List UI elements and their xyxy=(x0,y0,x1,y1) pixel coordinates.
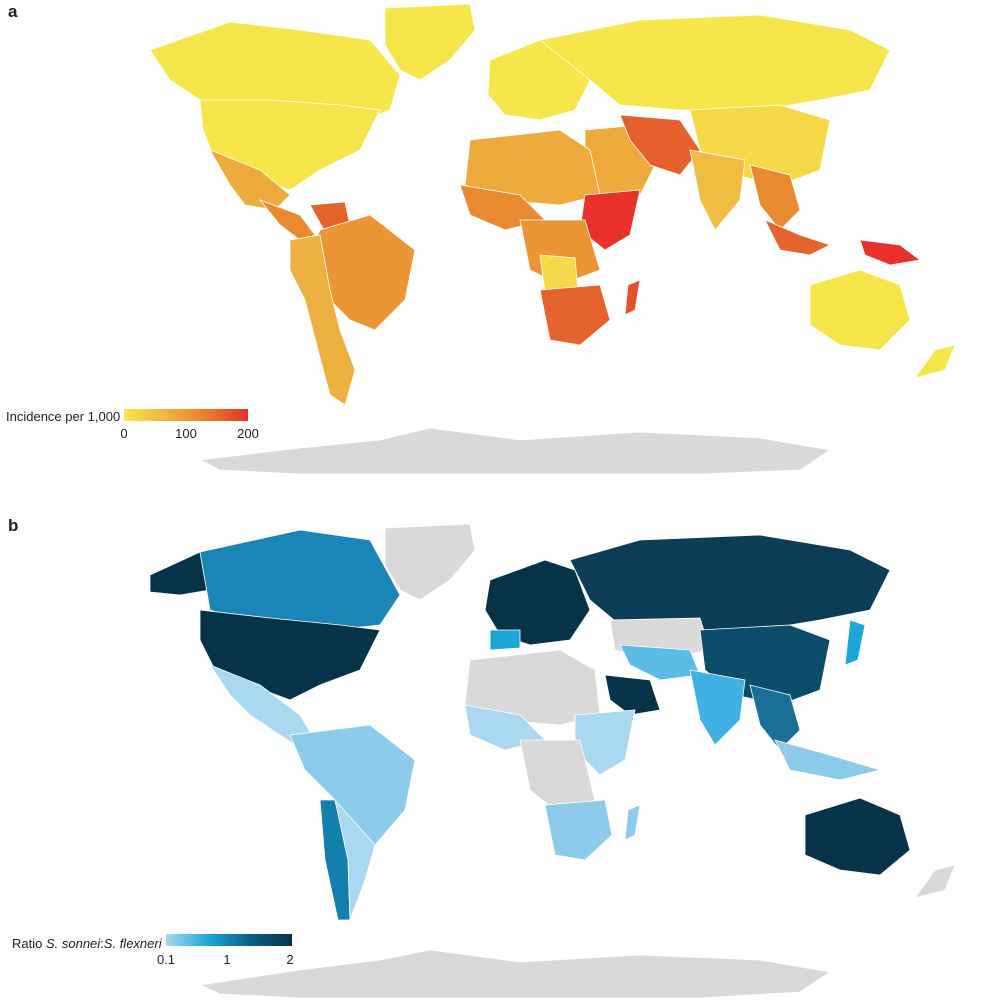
region-southern-africa xyxy=(544,799,613,861)
ratio-tick-2: 2 xyxy=(286,952,294,967)
incidence-tick-200: 200 xyxy=(237,426,259,441)
region-australia xyxy=(804,797,911,876)
region-saudi-arabia xyxy=(604,674,661,716)
ratio-legend-prefix: Ratio xyxy=(12,936,46,951)
panel-label-b: b xyxy=(8,516,19,535)
ratio-legend-species2: S. flexneri xyxy=(103,936,162,951)
region-central-america xyxy=(258,199,316,241)
region-madagascar xyxy=(624,804,641,841)
region-argentina xyxy=(334,798,376,921)
incidence-color-scale xyxy=(124,409,248,421)
region-antarctica xyxy=(198,949,832,999)
incidence-tick-100: 100 xyxy=(175,426,197,441)
ratio-tick-1: 1 xyxy=(223,952,231,967)
region-greenland xyxy=(384,3,476,81)
region-indonesia xyxy=(764,219,832,256)
panel-b-ratio-map: b xyxy=(0,500,990,1000)
region-australia xyxy=(809,269,911,351)
region-south-america-west xyxy=(289,234,356,406)
ratio-color-scale xyxy=(166,934,292,946)
region-southeast-asia xyxy=(749,164,801,231)
region-southern-africa xyxy=(539,284,611,346)
region-angola xyxy=(539,254,579,293)
region-central-africa xyxy=(519,219,601,286)
region-japan xyxy=(844,619,866,666)
region-southeast-asia xyxy=(749,684,801,751)
region-papua-new-guinea xyxy=(859,239,921,266)
ratio-legend-species1: S. sonnei xyxy=(45,936,101,951)
region-india xyxy=(689,669,746,746)
region-spain xyxy=(489,629,521,651)
region-antarctica xyxy=(198,427,832,475)
region-india xyxy=(689,149,746,231)
ratio-world-map xyxy=(149,523,956,999)
incidence-tick-0: 0 xyxy=(120,426,128,441)
incidence-world-map xyxy=(149,3,956,475)
ratio-legend-sep: : xyxy=(100,936,104,951)
region-europe xyxy=(484,559,591,646)
panel-label-a: a xyxy=(8,2,18,21)
region-iran-pakistan xyxy=(619,644,701,681)
ratio-legend-title: Ratio S. sonnei:S. flexneri xyxy=(12,936,162,951)
region-russia xyxy=(539,14,891,111)
region-russia xyxy=(569,534,891,631)
region-alaska xyxy=(149,551,211,596)
incidence-legend: Incidence per 1,000 0 100 200 xyxy=(0,406,300,446)
region-new-zealand xyxy=(914,344,956,379)
region-iran-afghan-pakistan xyxy=(619,114,701,176)
region-madagascar xyxy=(624,279,641,316)
ratio-tick-0-1: 0.1 xyxy=(156,952,176,967)
panel-a-incidence-map: a xyxy=(0,2,956,475)
region-usa xyxy=(199,609,381,701)
region-indonesia xyxy=(774,739,882,781)
region-new-zealand xyxy=(914,864,956,899)
region-greenland xyxy=(384,523,476,601)
incidence-legend-title: Incidence per 1,000 xyxy=(6,409,121,424)
ratio-legend: Ratio S. sonnei:S. flexneri 0.1 1 2 xyxy=(0,934,320,974)
